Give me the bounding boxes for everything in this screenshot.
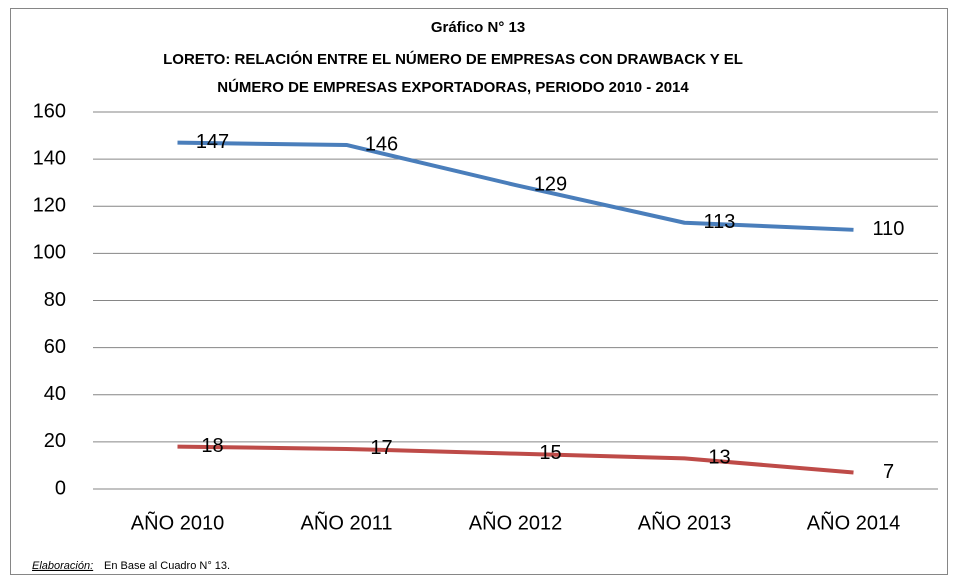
- data-label: 15: [539, 442, 561, 464]
- data-label: 18: [201, 435, 223, 457]
- y-tick-label: 60: [44, 336, 66, 358]
- chart-title: LORETO: RELACIÓN ENTRE EL NÚMERO DE EMPR…: [163, 50, 743, 68]
- chart-title: NÚMERO DE EMPRESAS EXPORTADORAS, PERIODO…: [217, 78, 689, 96]
- data-label: 129: [534, 173, 567, 195]
- chart-title: Gráfico N° 13: [431, 19, 525, 36]
- y-tick-label: 140: [33, 147, 66, 169]
- data-label: 13: [708, 447, 730, 469]
- x-tick-label: AÑO 2011: [301, 510, 393, 534]
- data-label: 110: [873, 218, 905, 240]
- x-tick-label: AÑO 2012: [469, 510, 562, 534]
- series-line: [177, 140, 854, 232]
- y-tick-label: 160: [33, 100, 66, 122]
- y-tick-label: 120: [33, 195, 66, 217]
- y-tick-label: 100: [33, 242, 66, 264]
- x-tick-label: AÑO 2014: [807, 510, 900, 534]
- y-tick-label: 40: [44, 383, 66, 405]
- data-label: 17: [370, 437, 392, 459]
- y-tick-label: 20: [44, 430, 66, 452]
- data-label: 146: [365, 133, 398, 155]
- x-tick-label: AÑO 2013: [638, 510, 731, 534]
- note-label: Elaboración:: [32, 560, 93, 572]
- y-tick-label: 80: [44, 289, 66, 311]
- note: En Base al Cuadro N° 13.: [104, 560, 230, 572]
- chart-frame: [10, 8, 948, 575]
- y-tick-label: 0: [55, 477, 66, 499]
- x-tick-label: AÑO 2010: [131, 510, 224, 534]
- data-label: 113: [704, 211, 736, 233]
- data-label: 7: [883, 461, 894, 483]
- series-line: [177, 444, 854, 475]
- data-label: 147: [196, 131, 229, 153]
